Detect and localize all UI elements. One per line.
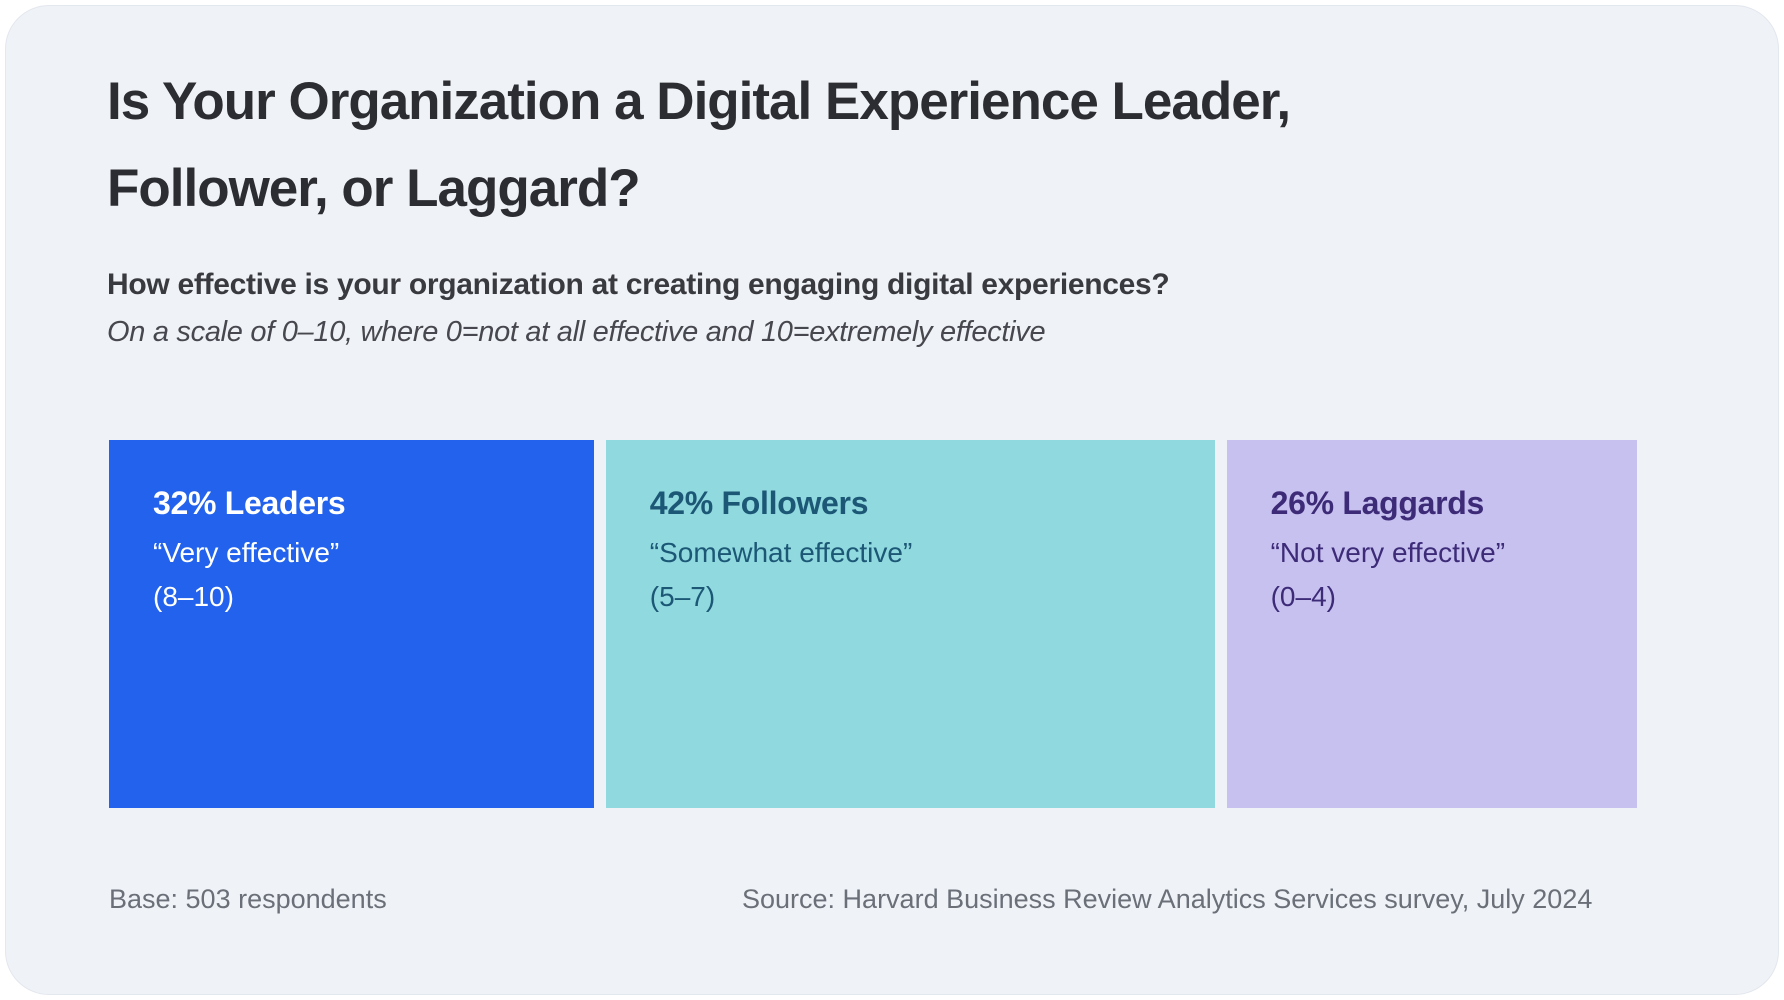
page-title-line-2: Follower, or Laggard? bbox=[107, 159, 641, 218]
scale-note: On a scale of 0–10, where 0=not at all e… bbox=[107, 316, 1046, 348]
bar-description-followers: “Somewhat effective” bbox=[649, 537, 913, 569]
page-title: Is Your Organization a Digital Experienc… bbox=[107, 58, 1291, 232]
bar-segment-followers: 42% Followers “Somewhat effective” (5–7) bbox=[605, 440, 1215, 808]
page-title-line-1: Is Your Organization a Digital Experienc… bbox=[107, 72, 1291, 131]
bar-description-laggards: “Not very effective” bbox=[1270, 537, 1506, 569]
proportional-bar-chart: 32% Leaders “Very effective” (8–10) 42% … bbox=[109, 440, 1637, 808]
bar-description-leaders: “Very effective” bbox=[153, 537, 340, 569]
bar-label-followers: 42% Followers bbox=[649, 485, 869, 521]
chart-card: Is Your Organization a Digital Experienc… bbox=[5, 5, 1779, 995]
base-note: Base: 503 respondents bbox=[109, 884, 387, 914]
bar-range-followers: (5–7) bbox=[649, 580, 716, 612]
bar-label-leaders: 32% Leaders bbox=[153, 485, 346, 521]
bar-range-leaders: (8–10) bbox=[153, 580, 234, 612]
bar-segment-leaders: 32% Leaders “Very effective” (8–10) bbox=[109, 440, 594, 808]
bar-segment-laggards: 26% Laggards “Not very effective” (0–4) bbox=[1226, 440, 1637, 808]
survey-question: How effective is your organization at cr… bbox=[107, 268, 1170, 301]
source-note: Source: Harvard Business Review Analytic… bbox=[742, 884, 1593, 914]
bar-label-laggards: 26% Laggards bbox=[1270, 485, 1485, 521]
bar-range-laggards: (0–4) bbox=[1270, 580, 1336, 612]
